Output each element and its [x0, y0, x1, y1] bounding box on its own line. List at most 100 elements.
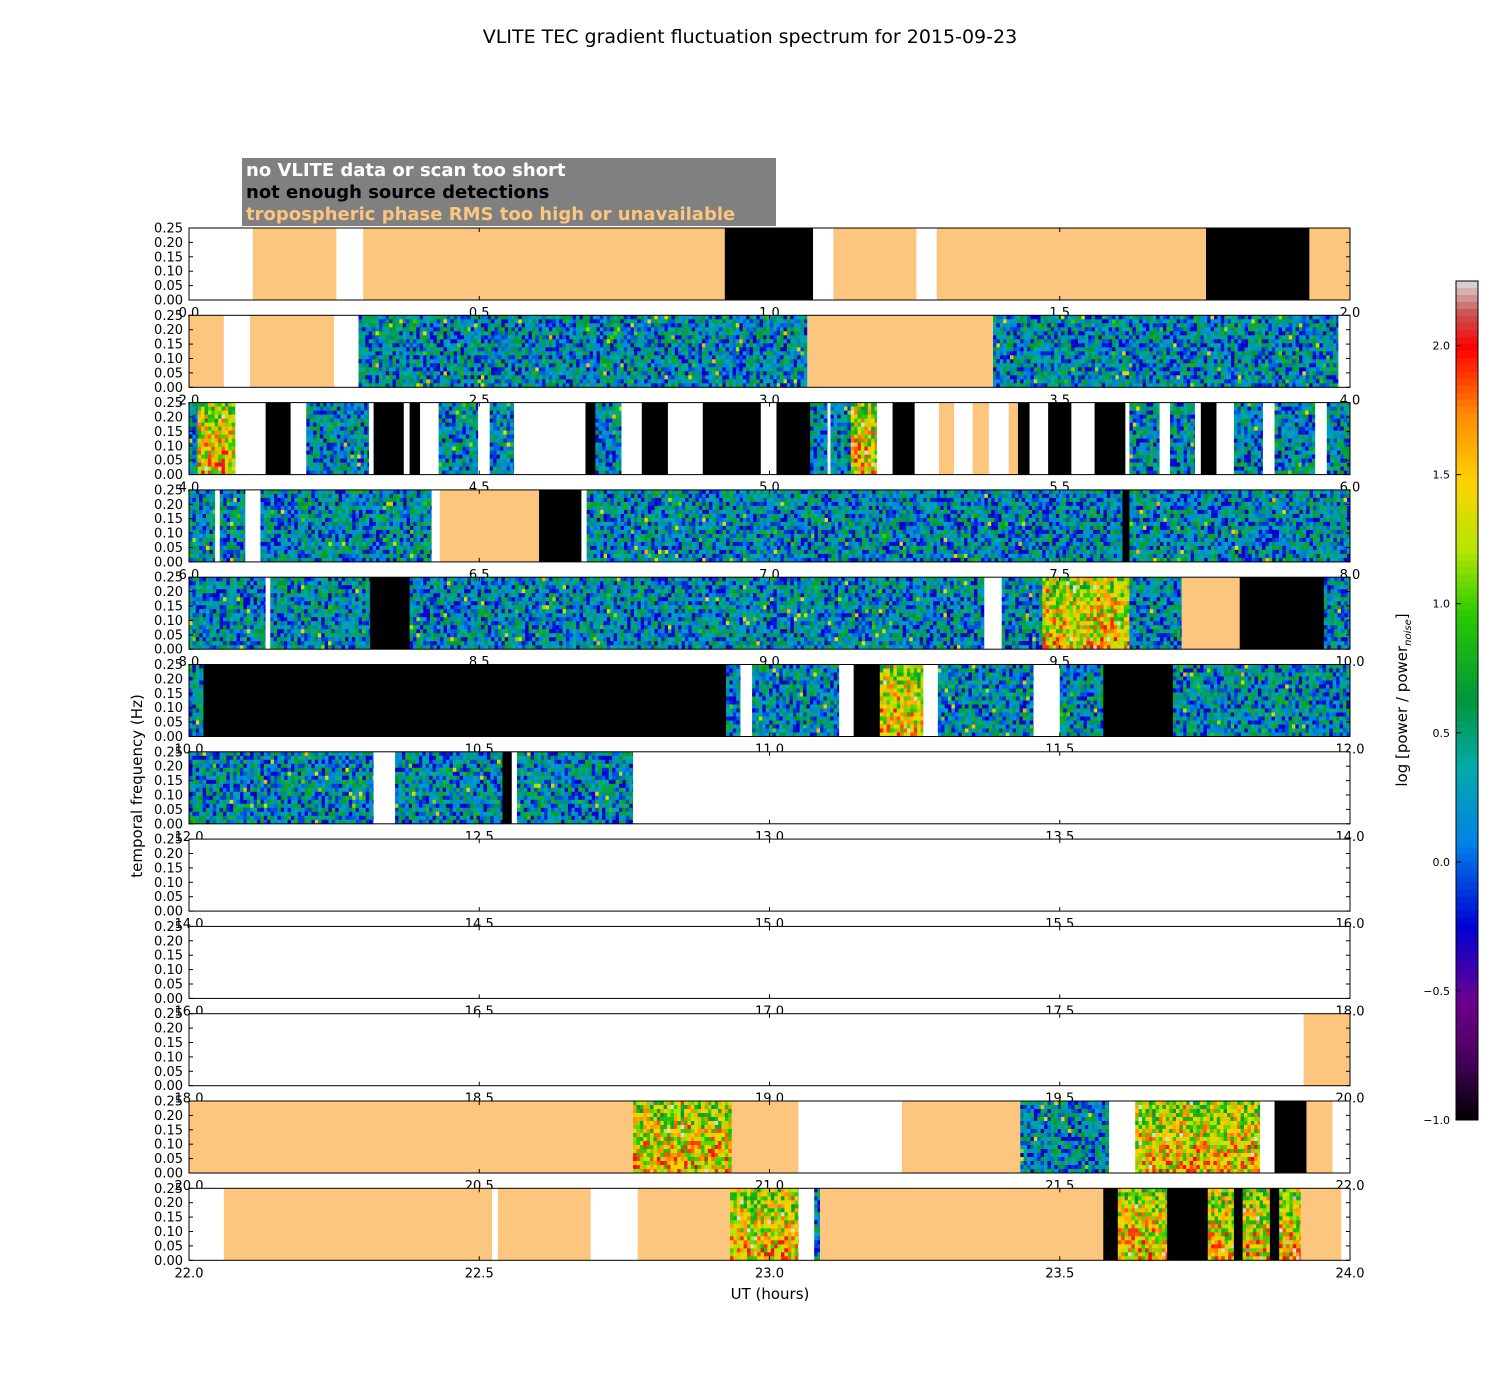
spectrum-cell: [379, 335, 383, 339]
spectrum-cell: [406, 363, 410, 367]
spectrum-cell: [512, 371, 516, 375]
spectrum-cell: [423, 323, 427, 327]
spectrum-cell: [542, 339, 546, 343]
spectrum-cell: [393, 339, 397, 343]
spectrum-cell: [467, 375, 471, 379]
spectrum-cell: [556, 375, 560, 379]
spectrum-cell: [484, 315, 488, 319]
spectrum-cell: [631, 363, 635, 367]
spectrum-cell: [474, 315, 478, 319]
spectrum-cell: [505, 319, 509, 323]
spectrum-cell: [491, 315, 495, 319]
spectrum-cell: [399, 363, 403, 367]
spectrum-cell: [488, 379, 492, 383]
spectrum-cell: [617, 343, 621, 347]
spectrum-cell: [376, 367, 380, 371]
spectrum-cell: [369, 355, 373, 359]
spectrum-cell: [420, 319, 424, 323]
spectrum-cell: [542, 351, 546, 355]
spectrum-cell: [627, 331, 631, 335]
spectrum-cell: [376, 339, 380, 343]
spectrum-cell: [444, 315, 448, 319]
spectrum-cell: [464, 331, 468, 335]
spectrum-cell: [617, 323, 621, 327]
spectrum-cell: [376, 359, 380, 363]
spectrum-cell: [501, 351, 505, 355]
spectrum-cell: [576, 327, 580, 331]
spectrum-cell: [393, 343, 397, 347]
spectrum-cell: [461, 323, 465, 327]
spectrum-cell: [427, 315, 431, 319]
spectrum-cell: [641, 375, 645, 379]
spectrum-cell: [464, 339, 468, 343]
spectrum-cell: [444, 359, 448, 363]
spectrum-cell: [614, 375, 618, 379]
spectrum-cell: [457, 375, 461, 379]
spectrum-cell: [406, 367, 410, 371]
spectrum-cell: [440, 363, 444, 367]
spectrum-cell: [546, 343, 550, 347]
spectrum-cell: [454, 319, 458, 323]
spectrum-cell: [593, 363, 597, 367]
spectrum-cell: [382, 347, 386, 351]
spectrum-cell: [379, 323, 383, 327]
spectrum-cell: [549, 331, 553, 335]
spectrum-cell: [525, 379, 529, 383]
spectrum-cell: [648, 327, 652, 331]
spectrum-cell: [450, 331, 454, 335]
spectrum-cell: [437, 327, 441, 331]
spectrum-cell: [430, 351, 434, 355]
spectrum-cell: [614, 371, 618, 375]
spectrum-cell: [393, 371, 397, 375]
spectrum-cell: [474, 343, 478, 347]
spectrum-cell: [416, 339, 420, 343]
spectrum-cell: [583, 343, 587, 347]
spectrum-cell: [447, 351, 451, 355]
spectrum-cell: [447, 379, 451, 383]
spectrum-cell: [624, 371, 628, 375]
spectrum-cell: [505, 339, 509, 343]
spectrum-cell: [569, 319, 573, 323]
spectrum-cell: [529, 319, 533, 323]
spectrum-cell: [617, 327, 621, 331]
spectrum-cell: [563, 351, 567, 355]
spectrum-cell: [484, 331, 488, 335]
spectrum-cell: [580, 367, 584, 371]
spectrum-cell: [532, 351, 536, 355]
spectrum-cell: [481, 363, 485, 367]
spectrum-cell: [498, 367, 502, 371]
spectrum-cell: [433, 319, 437, 323]
spectrum-cell: [498, 363, 502, 367]
spectrum-cell: [457, 327, 461, 331]
spectrum-cell: [423, 375, 427, 379]
spectrum-cell: [389, 355, 393, 359]
spectrum-cell: [634, 331, 638, 335]
spectrum-cell: [382, 367, 386, 371]
spectrum-cell: [586, 375, 590, 379]
spectrum-cell: [552, 375, 556, 379]
spectrum-cell: [393, 355, 397, 359]
spectrum-cell: [478, 327, 482, 331]
spectrum-cell: [576, 351, 580, 355]
spectrum-cell: [461, 343, 465, 347]
spectrum-cell: [372, 331, 376, 335]
spectrum-cell: [406, 339, 410, 343]
spectrum-cell: [556, 315, 560, 319]
spectrum-cell: [546, 327, 550, 331]
spectrum-cell: [362, 375, 366, 379]
spectrum-cell: [376, 371, 380, 375]
spectrum-cell: [484, 343, 488, 347]
spectrum-cell: [637, 367, 641, 371]
segment-1-1: [224, 315, 251, 387]
spectrum-cell: [447, 323, 451, 327]
spectrum-cell: [576, 363, 580, 367]
spectrum-cell: [505, 359, 509, 363]
spectrum-cell: [580, 363, 584, 367]
spectrum-cell: [467, 363, 471, 367]
spectrum-cell: [614, 355, 618, 359]
spectrum-cell: [396, 331, 400, 335]
spectrum-cell: [440, 371, 444, 375]
spectrum-cell: [396, 371, 400, 375]
spectrum-cell: [454, 323, 458, 327]
spectrum-cell: [471, 363, 475, 367]
